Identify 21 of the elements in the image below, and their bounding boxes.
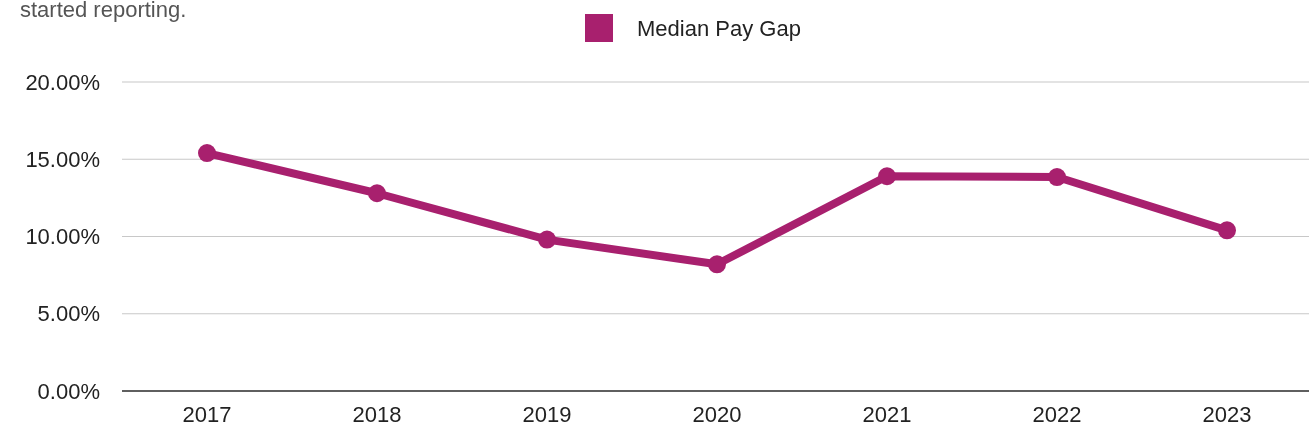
chart-subtitle: started reporting. [20,0,187,22]
x-tick-label: 2019 [522,402,572,427]
point [538,230,556,249]
x-tick-label: 2021 [862,402,912,427]
x-tick-label: 2023 [1202,402,1252,427]
y-tick-label: 5.00% [37,301,100,327]
legend-label: Median Pay Gap [637,15,801,41]
point [878,167,896,186]
point [368,184,386,203]
y-tick-label: 10.00% [25,224,100,250]
x-tick-label: 2022 [1032,402,1082,427]
x-tick-label: 2020 [692,402,742,427]
y-tick-label: 0.00% [37,378,100,404]
y-tick-label: 20.00% [25,69,100,95]
point [198,144,216,163]
x-tick-label: 2017 [182,402,232,427]
point [1218,221,1236,240]
y-tick-label: 15.00% [25,146,100,172]
point [1048,168,1066,187]
x-tick-label: 2018 [352,402,402,427]
point [708,255,726,274]
